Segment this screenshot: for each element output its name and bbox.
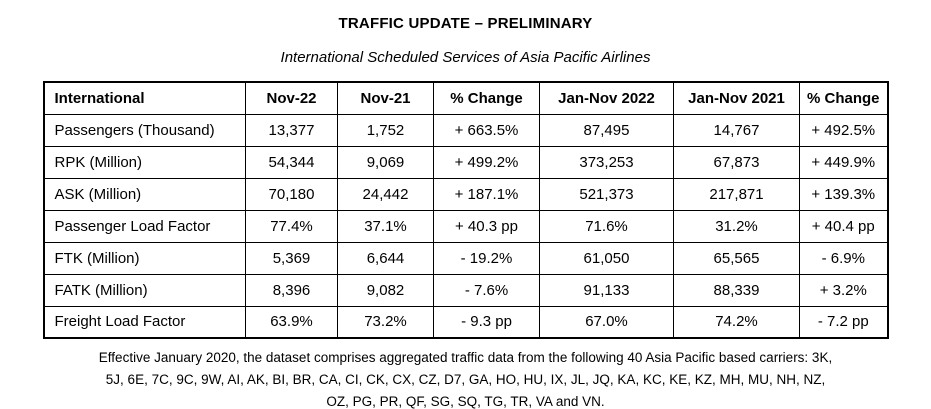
row-label: FATK (Million) bbox=[43, 273, 246, 307]
table-cell: 87,495 bbox=[539, 113, 674, 147]
table-cell: 8,396 bbox=[245, 273, 338, 307]
table-cell: - 6.9% bbox=[799, 241, 888, 275]
column-header-jan-nov-2021: Jan-Nov 2021 bbox=[673, 81, 800, 115]
table-cell: + 492.5% bbox=[799, 113, 888, 147]
column-header-pct-change-month: % Change bbox=[433, 81, 540, 115]
column-header-international: International bbox=[43, 81, 246, 115]
footnote-line-2: 5J, 6E, 7C, 9C, 9W, AI, AK, BI, BR, CA, … bbox=[105, 372, 826, 387]
row-label: Passengers (Thousand) bbox=[43, 113, 246, 147]
table-cell: 65,565 bbox=[673, 241, 800, 275]
table-cell: 74.2% bbox=[673, 305, 800, 339]
table-cell: 67.0% bbox=[539, 305, 674, 339]
table-cell: 5,369 bbox=[245, 241, 338, 275]
table-cell: 6,644 bbox=[337, 241, 434, 275]
table-cell: + 139.3% bbox=[799, 177, 888, 211]
column-header-nov-22: Nov-22 bbox=[245, 81, 338, 115]
table-cell: + 499.2% bbox=[433, 145, 540, 179]
column-header-jan-nov-2022: Jan-Nov 2022 bbox=[539, 81, 674, 115]
table-row-passenger-load-factor: Passenger Load Factor 77.4% 37.1% + 40.3… bbox=[43, 209, 888, 243]
table-cell: 217,871 bbox=[673, 177, 800, 211]
table-cell: 71.6% bbox=[539, 209, 674, 243]
row-label: RPK (Million) bbox=[43, 145, 246, 179]
table-cell: 54,344 bbox=[245, 145, 338, 179]
table-cell: 31.2% bbox=[673, 209, 800, 243]
table-row-ftk: FTK (Million) 5,369 6,644 - 19.2% 61,050… bbox=[43, 241, 888, 275]
table-cell: 61,050 bbox=[539, 241, 674, 275]
table-cell: + 40.3 pp bbox=[433, 209, 540, 243]
table-row-passengers: Passengers (Thousand) 13,377 1,752 + 663… bbox=[43, 113, 888, 147]
table-cell: 37.1% bbox=[337, 209, 434, 243]
table-cell: 373,253 bbox=[539, 145, 674, 179]
column-header-nov-21: Nov-21 bbox=[337, 81, 434, 115]
table-cell: - 9.3 pp bbox=[433, 305, 540, 339]
table-cell: + 449.9% bbox=[799, 145, 888, 179]
table-row-ask: ASK (Million) 70,180 24,442 + 187.1% 521… bbox=[43, 177, 888, 211]
table-row-fatk: FATK (Million) 8,396 9,082 - 7.6% 91,133… bbox=[43, 273, 888, 307]
table-cell: 70,180 bbox=[245, 177, 338, 211]
table-cell: + 40.4 pp bbox=[799, 209, 888, 243]
table-cell: - 7.2 pp bbox=[799, 305, 888, 339]
table-cell: - 19.2% bbox=[433, 241, 540, 275]
table-cell: 67,873 bbox=[673, 145, 800, 179]
row-label: FTK (Million) bbox=[43, 241, 246, 275]
page-subtitle: International Scheduled Services of Asia… bbox=[280, 49, 651, 66]
table-cell: - 7.6% bbox=[433, 273, 540, 307]
page-title: TRAFFIC UPDATE – PRELIMINARY bbox=[338, 15, 593, 32]
table-header-row: International Nov-22 Nov-21 % Change Jan… bbox=[43, 81, 888, 115]
footnote-line-3: OZ, PG, PR, QF, SG, SQ, TG, TR, VA and V… bbox=[326, 394, 605, 409]
table-cell: 13,377 bbox=[245, 113, 338, 147]
column-header-pct-change-ytd: % Change bbox=[799, 81, 888, 115]
table-row-rpk: RPK (Million) 54,344 9,069 + 499.2% 373,… bbox=[43, 145, 888, 179]
row-label: Passenger Load Factor bbox=[43, 209, 246, 243]
table-cell: 14,767 bbox=[673, 113, 800, 147]
table-cell: + 663.5% bbox=[433, 113, 540, 147]
row-label: Freight Load Factor bbox=[43, 305, 246, 339]
table-cell: 77.4% bbox=[245, 209, 338, 243]
table-cell: 521,373 bbox=[539, 177, 674, 211]
row-label: ASK (Million) bbox=[43, 177, 246, 211]
table-cell: 63.9% bbox=[245, 305, 338, 339]
traffic-table: International Nov-22 Nov-21 % Change Jan… bbox=[42, 81, 889, 339]
table-cell: 88,339 bbox=[673, 273, 800, 307]
carriers-footnote: Effective January 2020, the dataset comp… bbox=[0, 347, 931, 409]
footnote-line-1: Effective January 2020, the dataset comp… bbox=[98, 350, 833, 365]
table-cell: + 3.2% bbox=[799, 273, 888, 307]
table-cell: 9,069 bbox=[337, 145, 434, 179]
table-cell: 73.2% bbox=[337, 305, 434, 339]
table-cell: + 187.1% bbox=[433, 177, 540, 211]
table-cell: 9,082 bbox=[337, 273, 434, 307]
table-cell: 24,442 bbox=[337, 177, 434, 211]
table-row-freight-load-factor: Freight Load Factor 63.9% 73.2% - 9.3 pp… bbox=[43, 305, 888, 339]
table-cell: 1,752 bbox=[337, 113, 434, 147]
table-cell: 91,133 bbox=[539, 273, 674, 307]
